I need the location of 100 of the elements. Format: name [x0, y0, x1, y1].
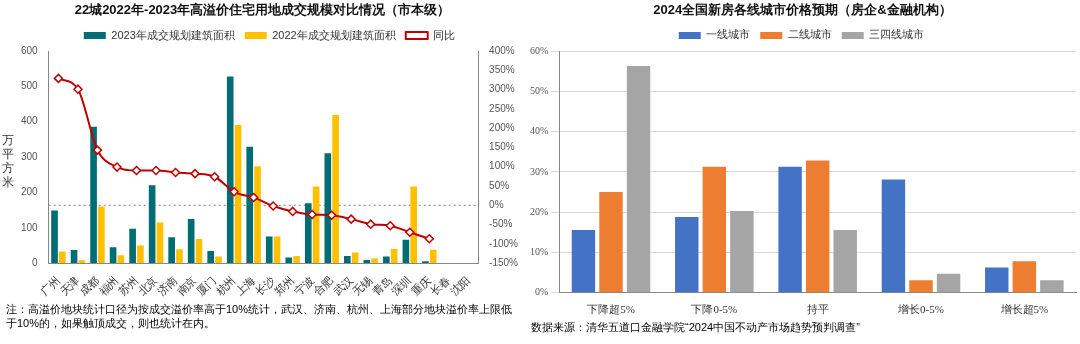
y-tick-label: 40% [529, 125, 549, 137]
x-tick-label: 下降0-5% [691, 303, 738, 316]
legend-label: 一线城市 [706, 28, 751, 41]
legend-label: 三四线城市 [869, 28, 925, 41]
point [112, 162, 122, 172]
legend-label: 2022年成交规划建筑面积 [272, 28, 396, 41]
y-tick-label: 0 [32, 256, 39, 268]
y-tick-label: 200 [21, 186, 39, 198]
bar [98, 206, 105, 264]
y-tick-label: 30% [529, 165, 549, 177]
bar [675, 217, 699, 293]
point [307, 209, 317, 220]
point [248, 192, 259, 203]
legend-label: 二线城市 [787, 28, 832, 41]
chart-title: 22城2022年-2023年高溢价住宅用地成交规模对比情况（市本级） [73, 1, 452, 19]
point [326, 210, 337, 221]
y2-tick-label: 150% [489, 141, 515, 153]
y-tick-label: 600 [21, 44, 39, 56]
point [151, 165, 161, 176]
bar [129, 228, 136, 264]
chart-title: 2024全国新房各线城市价格预期（房企&金融机构） [652, 1, 953, 19]
y2-tick-label: 400% [489, 44, 515, 56]
bar [778, 166, 802, 293]
bar [168, 237, 175, 264]
legend-label: 同比 [433, 28, 456, 41]
text: 注：高溢价地块统计口径为按成交溢价率高于10%统计，武汉、济南、杭州、上海部分地块溢价率上限低于10%的，如果触顶成交，则也统计在内。 [5, 302, 514, 330]
y2-tick-label: 0% [489, 199, 504, 211]
y-tick-label: 300 [21, 150, 39, 162]
bar [383, 256, 390, 264]
bar [226, 76, 234, 264]
point [53, 73, 64, 84]
point [346, 214, 356, 224]
y-axis-title: 万平方米 [2, 133, 15, 189]
point [287, 206, 298, 217]
bar [805, 160, 830, 293]
source-note: 数据来源：清华五道口金融学院“2024中国不动产市场趋势预判调查” [530, 320, 861, 334]
bar [371, 258, 378, 264]
bar [702, 166, 727, 293]
x-tick-label: 增长超5% [999, 303, 1049, 316]
point [190, 168, 200, 179]
bar [187, 218, 195, 264]
point [405, 227, 415, 238]
bar [936, 273, 961, 293]
bar [59, 251, 66, 264]
y2-tick-label: -150% [489, 256, 519, 268]
bar [332, 114, 339, 264]
y2-tick-label: 100% [489, 160, 515, 172]
y2-tick-label: 50% [489, 179, 510, 191]
y-tick-label: 60% [529, 44, 549, 56]
bar [254, 166, 261, 264]
bar [195, 239, 203, 264]
bar [246, 146, 254, 264]
bar [571, 229, 596, 293]
point [229, 187, 239, 197]
bar [324, 153, 332, 264]
y-tick-label: 50% [529, 84, 549, 96]
bar [344, 256, 351, 264]
bar [304, 203, 312, 264]
bar [1012, 261, 1037, 293]
bar [265, 236, 273, 264]
bar [985, 267, 1009, 293]
bar [70, 250, 78, 264]
point [365, 219, 376, 229]
bar [90, 126, 97, 264]
bar [429, 249, 437, 264]
y-tick-label: 20% [529, 205, 549, 217]
legend-label: 2023年成交规划建筑面积 [111, 28, 235, 41]
point [385, 220, 396, 231]
bar [599, 192, 623, 293]
bar [207, 251, 215, 264]
x-tick-label: 广州 [37, 273, 62, 298]
point [170, 167, 181, 178]
point [73, 84, 83, 94]
bar [176, 249, 183, 264]
y-tick-label: 10% [529, 246, 549, 258]
bar [78, 260, 86, 264]
bar [109, 247, 117, 264]
bar [1040, 280, 1064, 293]
x-tick-label: 下降超5% [587, 303, 635, 316]
y2-tick-label: 250% [489, 102, 515, 114]
bar [51, 210, 58, 264]
y-tick-label: 400 [21, 115, 39, 127]
bar [881, 179, 906, 293]
point [268, 201, 278, 211]
bar [626, 65, 651, 293]
y2-tick-label: -50% [489, 218, 513, 230]
bar [148, 185, 156, 264]
x-tick-label: 增长0-5% [897, 303, 944, 316]
bar [156, 222, 164, 264]
bar [137, 245, 144, 264]
bar [117, 255, 125, 264]
bar [833, 229, 857, 293]
y2-tick-label: 300% [489, 83, 515, 95]
bar [285, 257, 293, 264]
bar [215, 256, 222, 264]
y2-tick-label: 200% [489, 121, 515, 133]
point [92, 145, 103, 155]
point [131, 165, 142, 176]
y-tick-label: 100 [21, 221, 39, 233]
bar [730, 210, 754, 293]
